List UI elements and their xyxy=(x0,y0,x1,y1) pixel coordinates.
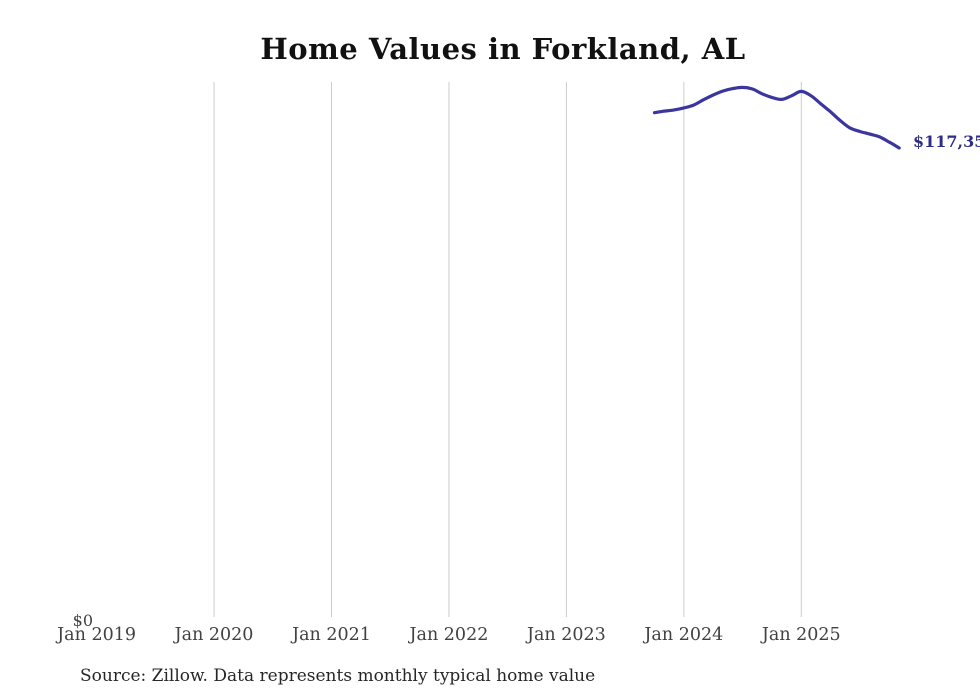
x-tick-label-jan-2021: Jan 2021 xyxy=(292,625,371,645)
source-note: Source: Zillow. Data represents monthly … xyxy=(80,666,596,686)
x-tick-label-jan-2022: Jan 2022 xyxy=(409,625,489,645)
y-axis-zero-label: $0 xyxy=(72,611,93,630)
current-value-label: $117,353 xyxy=(913,132,980,151)
x-tick-label-jan-2023: Jan 2023 xyxy=(526,625,606,645)
x-tick-label-jan-2020: Jan 2020 xyxy=(174,625,254,645)
home-value-line xyxy=(652,85,901,150)
x-tick-label-jan-2019: Jan 2019 xyxy=(57,625,136,645)
x-tick-label-jan-2024: Jan 2024 xyxy=(644,625,724,645)
x-tick-label-jan-2025: Jan 2025 xyxy=(761,625,841,645)
chart-title: Home Values in Forkland, AL xyxy=(260,32,746,66)
